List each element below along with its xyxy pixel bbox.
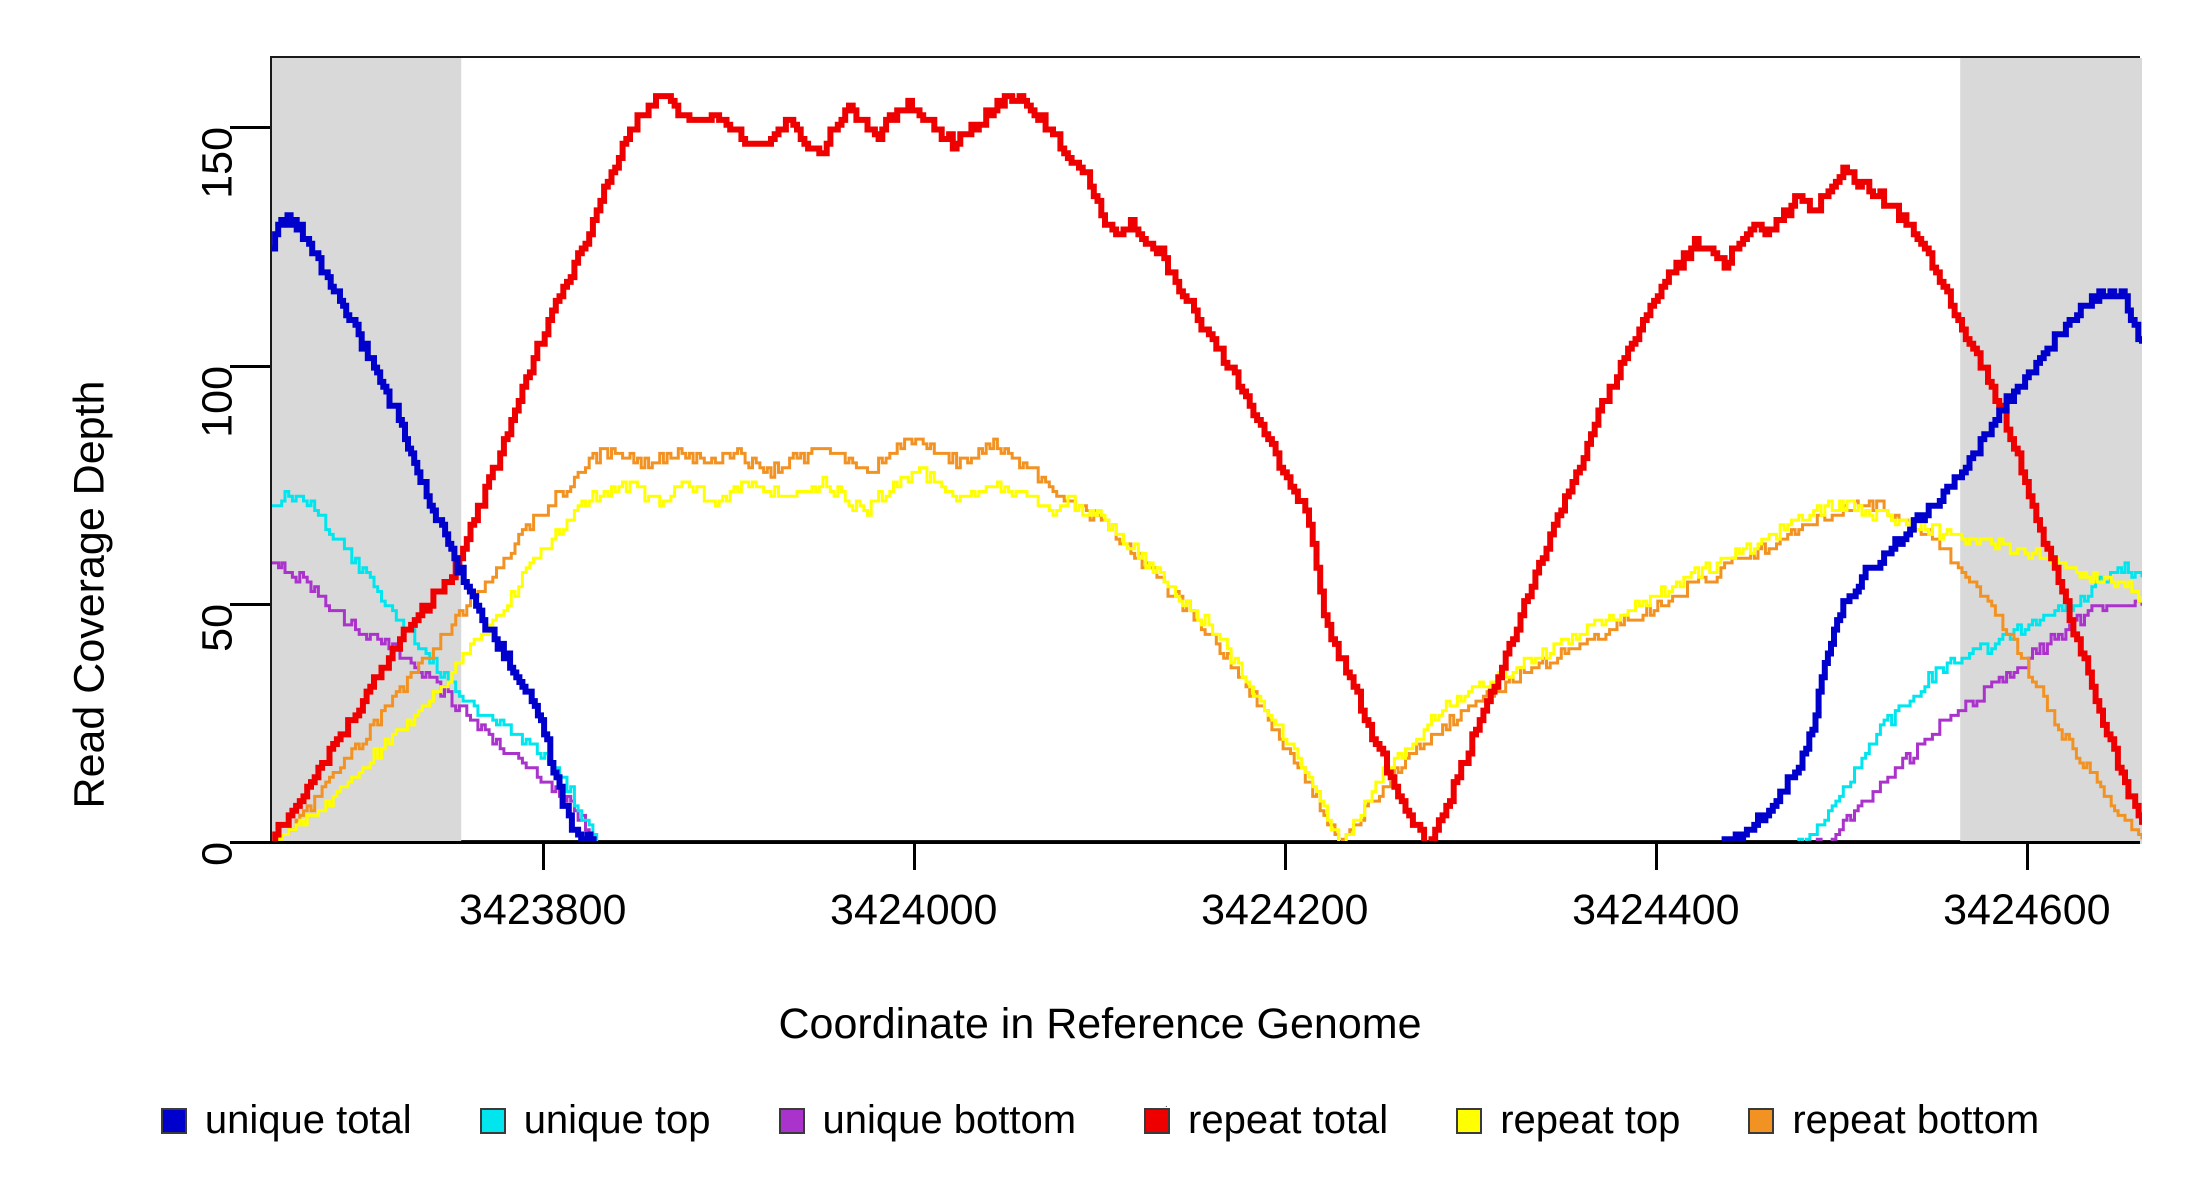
- y-tick-label: 0: [193, 842, 242, 866]
- y-tick-label: 150: [193, 127, 242, 200]
- x-tick-mark: [1283, 842, 1287, 870]
- legend-label: repeat total: [1188, 1098, 1389, 1142]
- y-tick-label: 50: [193, 603, 242, 652]
- x-tick-label: 3424600: [1943, 886, 2111, 934]
- series-line-unique-total: [272, 212, 2142, 844]
- legend-label: unique bottom: [822, 1098, 1077, 1142]
- legend-item-unique-total[interactable]: unique total: [160, 1098, 412, 1143]
- legend-swatch-icon: [778, 1107, 805, 1134]
- x-tick-label: 3424200: [1201, 886, 1369, 934]
- legend-item-repeat-total[interactable]: repeat total: [1144, 1098, 1388, 1143]
- y-axis-title: Read Coverage Depth: [65, 380, 114, 809]
- x-tick-mark: [912, 842, 916, 870]
- y-tick-label: 100: [193, 365, 242, 438]
- y-tick-mark: [230, 602, 270, 606]
- y-tick-mark: [230, 841, 270, 844]
- series-line-repeat-top: [272, 466, 2142, 844]
- plot-canvas: [272, 58, 2142, 844]
- x-tick-label: 3423800: [459, 886, 627, 934]
- shaded-region: [272, 58, 462, 844]
- legend-swatch-icon: [1456, 1107, 1483, 1134]
- legend-label: repeat bottom: [1792, 1098, 2040, 1142]
- legend-item-repeat-bottom[interactable]: repeat bottom: [1748, 1098, 2039, 1143]
- legend-item-repeat-top[interactable]: repeat top: [1456, 1098, 1680, 1143]
- chart-legend: unique total unique top unique bottom repea…: [0, 1098, 2200, 1143]
- shaded-region: [1960, 58, 2142, 844]
- y-tick-mark: [230, 364, 270, 368]
- legend-swatch-icon: [1144, 1107, 1171, 1134]
- legend-swatch-icon: [479, 1107, 506, 1134]
- legend-item-unique-bottom[interactable]: unique bottom: [778, 1098, 1077, 1143]
- legend-label: unique top: [523, 1098, 711, 1142]
- x-tick-mark: [2025, 842, 2029, 870]
- plot-area: [270, 56, 2142, 844]
- x-tick-label: 3424400: [1572, 886, 1740, 934]
- series-line-repeat-total: [272, 93, 2142, 844]
- y-tick-mark: [230, 126, 270, 130]
- legend-swatch-icon: [160, 1107, 187, 1134]
- x-axis-title: Coordinate in Reference Genome: [778, 1000, 1422, 1048]
- x-tick-mark: [1654, 842, 1658, 870]
- x-tick-mark: [541, 842, 545, 870]
- legend-item-unique-top[interactable]: unique top: [479, 1098, 711, 1143]
- legend-label: unique total: [204, 1098, 412, 1142]
- x-tick-label: 3424000: [830, 886, 998, 934]
- legend-label: repeat top: [1500, 1098, 1681, 1142]
- series-line-unique-top: [272, 490, 2142, 844]
- legend-swatch-icon: [1748, 1107, 1775, 1134]
- x-axis-line: [270, 841, 2140, 844]
- series-line-unique-bottom: [272, 561, 2142, 844]
